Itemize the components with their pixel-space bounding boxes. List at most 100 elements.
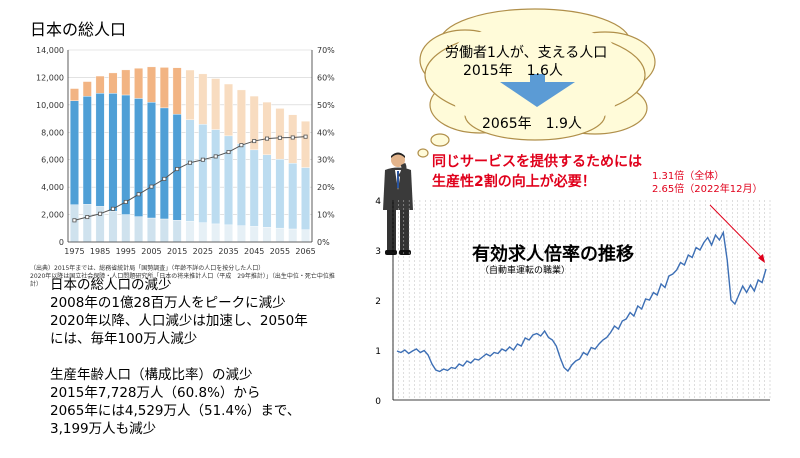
population-tick-labels: 0 2,000 4,000 6,000 8,000 10,000 12,000 14,000 0… bbox=[36, 46, 335, 256]
summary-line: 3,199万人も減少 bbox=[50, 421, 157, 437]
annotation-arrow-line bbox=[709, 204, 764, 260]
population-bar-segment bbox=[185, 221, 195, 243]
summary-line: 日本の総人口の減少 bbox=[50, 277, 172, 293]
population-bar-segment bbox=[134, 98, 144, 217]
y-tick-label: 2 bbox=[375, 297, 381, 307]
aging-ratio-line bbox=[72, 134, 308, 223]
aging-ratio-point bbox=[149, 184, 154, 189]
population-bar-segment bbox=[249, 226, 259, 243]
aging-ratio-point bbox=[200, 157, 205, 162]
aging-ratio-point bbox=[72, 218, 77, 223]
population-bar-segment bbox=[211, 78, 221, 130]
x-tick-label: 2015 bbox=[167, 247, 187, 256]
aging-ratio-point bbox=[98, 211, 103, 216]
summary-line: には、毎年100万人減少 bbox=[50, 331, 198, 347]
annotation-line-1: 1.31倍（全体） bbox=[652, 171, 725, 182]
population-bar-segment bbox=[198, 73, 208, 125]
population-axes bbox=[67, 50, 313, 243]
population-bar-segment bbox=[82, 81, 92, 97]
annotation-line-2: 2.65倍（2022年12月） bbox=[652, 184, 763, 195]
population-bar-segment bbox=[108, 210, 118, 243]
job-ratio-series bbox=[396, 230, 767, 373]
population-bar-segment bbox=[236, 89, 246, 144]
ratio-annotation: 1.31倍（全体） 2.65倍（2022年12月） bbox=[652, 170, 762, 196]
population-bar-segment bbox=[121, 94, 131, 215]
job-chart-subtitle: （自動車運転の職業） bbox=[480, 266, 571, 276]
population-bar-segment bbox=[301, 167, 311, 230]
population-bar-segment bbox=[95, 206, 105, 243]
productivity-line-2: 生産性2割の向上が必要！ bbox=[432, 174, 596, 190]
population-bar-segment bbox=[159, 67, 169, 109]
population-bar-segment bbox=[236, 143, 246, 226]
population-bar-segment bbox=[262, 101, 272, 155]
summary-line: 2008年の1億28百万人をピークに減少 bbox=[50, 295, 286, 311]
y2-tick-label: 40% bbox=[317, 128, 335, 137]
aging-ratio-point bbox=[277, 135, 282, 140]
thought-bubble bbox=[417, 8, 656, 158]
y2-tick-label: 10% bbox=[317, 211, 335, 220]
y-tick-label: 10,000 bbox=[36, 101, 64, 110]
y2-tick-label: 60% bbox=[317, 73, 335, 82]
population-bar-segment bbox=[211, 129, 221, 225]
y-tick-label: 1 bbox=[375, 347, 381, 357]
population-bar-segment bbox=[159, 107, 169, 220]
x-tick-label: 2025 bbox=[193, 247, 213, 256]
y-tick-label: 0 bbox=[375, 397, 381, 407]
job-ratio-grid bbox=[392, 200, 771, 400]
population-bars bbox=[69, 66, 311, 243]
bubble-line-3: 2065年 1.9人 bbox=[482, 116, 582, 132]
source-line-3: 計） bbox=[30, 281, 43, 288]
y-tick-label: 12,000 bbox=[36, 73, 64, 82]
y2-tick-label: 0% bbox=[317, 238, 330, 247]
aging-ratio-point bbox=[303, 134, 308, 139]
y2-tick-label: 30% bbox=[317, 156, 335, 165]
population-bar-segment bbox=[69, 100, 79, 205]
aging-ratio-point bbox=[85, 215, 90, 220]
population-bar-segment bbox=[134, 68, 144, 99]
population-bar-segment bbox=[159, 218, 169, 243]
x-tick-label: 2005 bbox=[141, 247, 161, 256]
x-tick-label: 1975 bbox=[64, 247, 84, 256]
aging-ratio-point bbox=[213, 154, 218, 159]
bubble-line-1: 労働者1人が、支える人口 bbox=[445, 45, 608, 61]
y-tick-label: 14,000 bbox=[36, 46, 64, 55]
down-arrow bbox=[500, 74, 575, 107]
job-ratio-chart: 0 1 2 3 4 bbox=[375, 197, 771, 407]
population-bar-segment bbox=[69, 204, 79, 243]
population-bar-segment bbox=[121, 69, 131, 96]
source-line-2: 2020年以降は国立社会保障・人口問題研究所「日本の将来推計人口（平成 29年推… bbox=[30, 273, 335, 280]
x-tick-label: 2055 bbox=[270, 247, 290, 256]
population-bar-segment bbox=[95, 93, 105, 207]
aging-ratio-point bbox=[239, 143, 244, 148]
population-bar-segment bbox=[275, 158, 285, 229]
aging-ratio-point bbox=[136, 192, 141, 197]
x-tick-label: 1985 bbox=[90, 247, 110, 256]
y-tick-label: 4,000 bbox=[41, 183, 64, 192]
population-bar-segment bbox=[172, 219, 182, 243]
population-bar-segment bbox=[134, 216, 144, 243]
summary-line bbox=[50, 348, 308, 366]
population-bar-segment bbox=[301, 120, 311, 168]
aging-ratio-point bbox=[175, 167, 180, 172]
summary-line: 2020年以降、人口減少は加速し、2050年 bbox=[50, 313, 308, 329]
y2-tick-label: 50% bbox=[317, 101, 335, 110]
y-tick-label: 4 bbox=[375, 197, 381, 207]
population-bar-segment bbox=[275, 227, 285, 243]
y-tick-label: 0 bbox=[59, 238, 64, 247]
population-chart-title: 日本の総人口 bbox=[30, 20, 127, 39]
population-bar-segment bbox=[198, 124, 208, 223]
job-ratio-polyline bbox=[396, 230, 767, 373]
population-bar-segment bbox=[236, 225, 246, 243]
aging-ratio-point bbox=[123, 199, 128, 204]
y-tick-label: 8,000 bbox=[41, 128, 64, 137]
job-ratio-tick-labels: 0 1 2 3 4 bbox=[375, 197, 381, 407]
y2-tick-label: 70% bbox=[317, 46, 335, 55]
population-bar-segment bbox=[262, 154, 272, 228]
population-bar-segment bbox=[185, 69, 195, 120]
job-chart-title: 有効求人倍率の推移 bbox=[472, 244, 634, 265]
population-bar-segment bbox=[249, 95, 259, 151]
population-chart: 0 2,000 4,000 6,000 8,000 10,000 12,000 14,000 0… bbox=[36, 46, 335, 256]
population-bar-segment bbox=[82, 96, 92, 205]
population-bar-segment bbox=[172, 67, 182, 115]
aging-ratio-point bbox=[290, 135, 295, 140]
